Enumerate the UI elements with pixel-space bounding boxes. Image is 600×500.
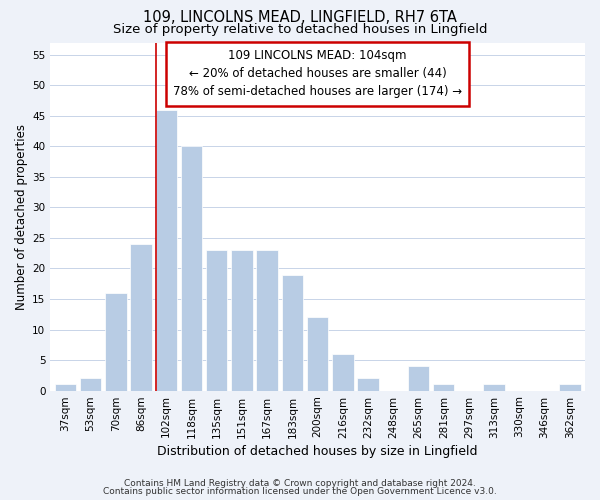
Y-axis label: Number of detached properties: Number of detached properties xyxy=(15,124,28,310)
Bar xyxy=(256,250,278,390)
Bar xyxy=(181,146,202,390)
Text: Size of property relative to detached houses in Lingfield: Size of property relative to detached ho… xyxy=(113,22,487,36)
Bar xyxy=(206,250,227,390)
Bar xyxy=(281,274,303,390)
Bar xyxy=(559,384,581,390)
Text: Contains HM Land Registry data © Crown copyright and database right 2024.: Contains HM Land Registry data © Crown c… xyxy=(124,478,476,488)
Text: 109 LINCOLNS MEAD: 104sqm
← 20% of detached houses are smaller (44)
78% of semi-: 109 LINCOLNS MEAD: 104sqm ← 20% of detac… xyxy=(173,50,462,98)
Bar xyxy=(130,244,152,390)
Bar xyxy=(484,384,505,390)
Bar xyxy=(307,318,328,390)
Bar xyxy=(332,354,353,391)
Bar xyxy=(55,384,76,390)
Bar xyxy=(358,378,379,390)
Bar xyxy=(408,366,429,390)
Text: 109, LINCOLNS MEAD, LINGFIELD, RH7 6TA: 109, LINCOLNS MEAD, LINGFIELD, RH7 6TA xyxy=(143,10,457,25)
Text: Contains public sector information licensed under the Open Government Licence v3: Contains public sector information licen… xyxy=(103,487,497,496)
Bar xyxy=(105,293,127,390)
Bar xyxy=(433,384,454,390)
Bar xyxy=(155,110,177,390)
Bar xyxy=(80,378,101,390)
Bar xyxy=(231,250,253,390)
X-axis label: Distribution of detached houses by size in Lingfield: Distribution of detached houses by size … xyxy=(157,444,478,458)
